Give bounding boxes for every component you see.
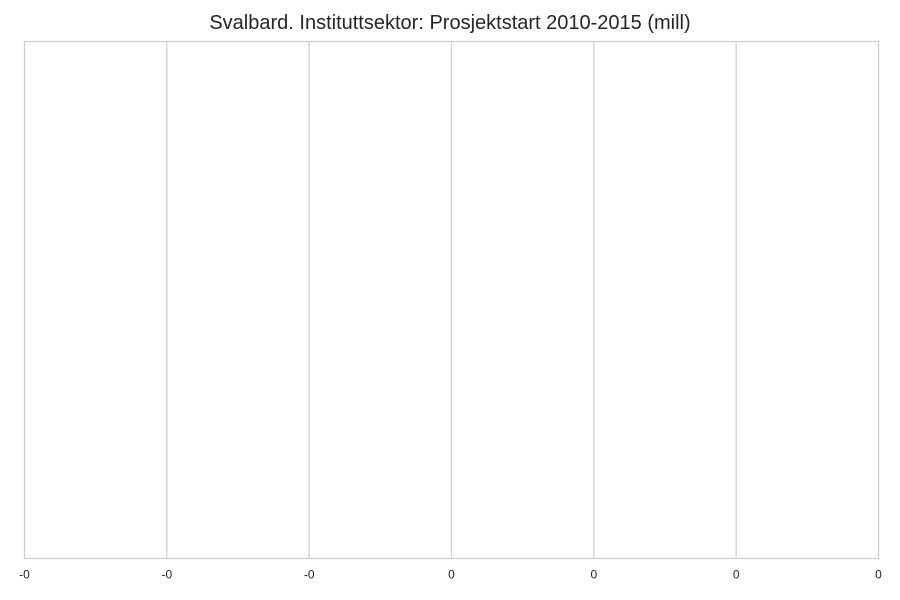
x-tick-label-6: 0	[875, 568, 882, 582]
gridlines	[166, 41, 737, 559]
x-tick-label-0: -0	[19, 568, 30, 582]
x-tick-label-4: 0	[590, 568, 597, 582]
x-tick-labels: -0 -0 -0 0 0 0 0	[19, 568, 882, 582]
x-tick-label-2: -0	[304, 568, 315, 582]
x-tick-label-1: -0	[161, 568, 172, 582]
plot-frame	[23, 40, 880, 560]
x-tick-label-5: 0	[733, 568, 740, 582]
chart-title: Svalbard. Instituttsektor: Prosjektstart…	[209, 12, 691, 34]
x-tick-label-3: 0	[448, 568, 455, 582]
